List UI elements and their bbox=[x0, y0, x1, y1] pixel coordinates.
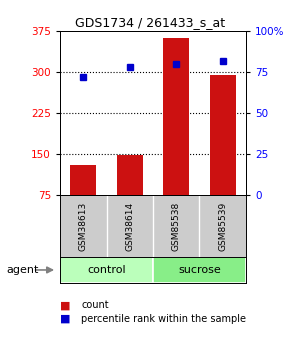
Text: control: control bbox=[87, 265, 126, 275]
Bar bbox=[210, 75, 236, 195]
Text: GSM85538: GSM85538 bbox=[172, 201, 181, 250]
Bar bbox=[117, 155, 142, 195]
Bar bbox=[164, 38, 189, 195]
Text: ■: ■ bbox=[60, 300, 70, 310]
Text: count: count bbox=[81, 300, 109, 310]
Text: GSM38614: GSM38614 bbox=[125, 201, 134, 250]
Text: ■: ■ bbox=[60, 314, 70, 324]
Text: agent: agent bbox=[6, 265, 38, 275]
Text: sucrose: sucrose bbox=[178, 265, 221, 275]
Text: GDS1734 / 261433_s_at: GDS1734 / 261433_s_at bbox=[75, 16, 225, 29]
Text: GSM85539: GSM85539 bbox=[218, 201, 227, 250]
Text: GSM38613: GSM38613 bbox=[79, 201, 88, 250]
Bar bbox=[70, 165, 96, 195]
Bar bbox=[153, 257, 246, 283]
Bar bbox=[60, 257, 153, 283]
Text: percentile rank within the sample: percentile rank within the sample bbox=[81, 314, 246, 324]
